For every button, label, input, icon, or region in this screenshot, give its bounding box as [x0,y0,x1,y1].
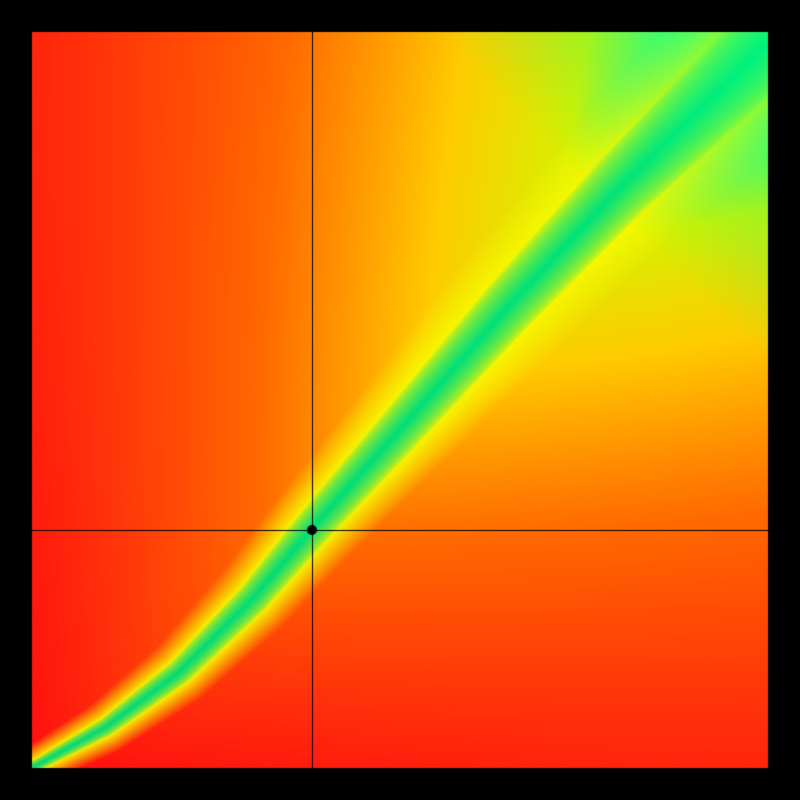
heatmap-canvas [0,0,800,800]
chart-container: TheBottleneck.com [0,0,800,800]
